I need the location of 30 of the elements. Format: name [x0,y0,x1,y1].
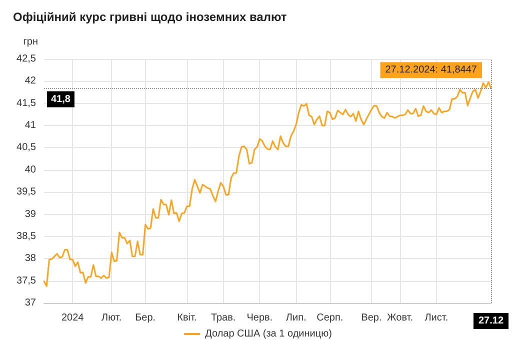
legend-label: Долар США (за 1 одиницю) [205,328,332,340]
x-tick-label: Серп. [316,312,344,324]
x-tick-label: Трав. [210,312,236,324]
y-tick-label: 38,5 [16,230,36,242]
x-tick-label: Бер. [135,312,156,324]
x-tick-label: Черв. [246,312,273,324]
y-tick-label: 42,5 [16,54,36,64]
x-tick-label: Квіт. [177,312,197,324]
y-tick-label: 37,5 [16,275,36,286]
y-tick-label: 40 [24,164,36,176]
x-tick-label: 2024 [61,312,84,324]
y-tick-label: 40,5 [16,142,36,154]
y-tick-label: 42 [24,76,36,87]
y-tick-label: 38 [24,253,36,264]
y-tick-label: 39,5 [16,186,36,198]
y-tick-label: 41,5 [16,98,36,109]
annotation: 27.12.2024: 41,8447 [385,64,478,76]
x-tick-label: Лист. [424,312,448,324]
chart-title: Офіційний курс гривні щодо іноземних валют [13,10,287,24]
x-tick-label: Лип. [286,312,306,324]
y-axis-title: грн [23,36,38,48]
x-tick-label: 27.12 [478,316,504,326]
line-series [43,81,492,287]
x-tick-label: Лют. [102,312,122,324]
y-tick-label: 37 [24,298,36,308]
x-tick-label: Жовт. [387,312,414,324]
y-tick-label: 39 [24,208,36,220]
y-tick-label: 41 [24,120,36,132]
x-tick-label: Вер. [361,312,382,324]
ref-line-label: 41,8 [51,94,71,105]
